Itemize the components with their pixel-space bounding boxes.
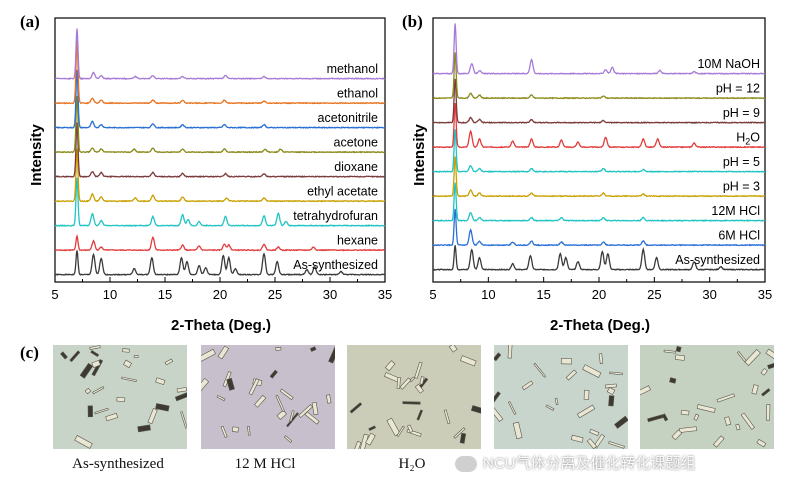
panel-a-letter: (a) [20,12,40,31]
panel-b-letter: (b) [402,12,423,31]
chart-b-series-ph-12 [432,52,766,100]
chart-a-xtick-label: 15 [158,287,172,302]
chart-a-frame [54,17,386,283]
chart-b-series-ph-3 [432,156,766,198]
chart-b-xtick-label: 15 [536,287,550,302]
chart-a-ylabel: Intensity [28,124,45,186]
chart-a-series-label: acetonitrile [318,111,378,125]
chart-b-ylabel: Intensity [411,124,428,186]
chart-a-series-label: methanol [327,62,378,76]
chart-a-series-dioxane [54,122,386,179]
chart-a-series-label: tetrahydrofuran [293,209,378,223]
chart-b-xtick-label: 35 [758,287,772,302]
chart-b-xtick-label: 20 [592,287,606,302]
chart-a-series-hexane [54,233,386,252]
chart-a-series-label: acetone [334,136,379,150]
caption-12m-hcl: 12 M HCl [234,456,296,472]
chart-a-series-methanol [54,28,386,81]
caption-h2o: H₂O [398,456,426,472]
chart-b-series-ph-9 [432,78,766,125]
chart-b-xtick-label: 10 [481,287,495,302]
crystal-photo-h2o [347,345,481,449]
chart-b-series-6m-hcl [432,208,766,247]
chart-b-xtick-label: 5 [429,287,436,302]
chart-a-series-ethyl-acetate [54,148,386,203]
chart-b-series-label: 6M HCl [718,229,760,243]
chart-a-series-acetonitrile [54,69,386,130]
wechat-icon [455,456,477,473]
chart-b-series-label: 12M HCl [711,204,760,218]
chart-b-series-label: 10M NaOH [697,57,760,71]
crystal-photo-5 [640,345,774,449]
chart-a-xlabel: 2-Theta (Deg.) [171,317,271,334]
chart-b-series-label: pH = 9 [723,106,760,120]
chart-a-series-label: As-synthesized [293,258,378,272]
chart-b-series-h2o [432,102,766,149]
watermark: NCU气体分离及催化转化课题组 [455,452,696,473]
chart-b-xtick-label: 25 [647,287,661,302]
chart-a-series-label: dioxane [334,160,378,174]
chart-b-series-label: pH = 5 [723,155,760,169]
chart-b-xlabel: 2-Theta (Deg.) [550,317,650,334]
chart-b-series-12m-hcl [432,182,766,223]
chart-a-xtick-label: 5 [51,287,58,302]
crystal-photo-12m-hcl [201,345,335,449]
watermark-text: NCU气体分离及催化转化课题组 [483,455,696,472]
crystal-photo-4 [494,345,628,449]
chart-b-series-label: H2O [736,131,760,147]
crystal-photo-as-synthesized [53,345,187,449]
chart-a-series-label: hexane [337,234,378,248]
chart-b-frame [432,17,766,283]
chart-b-series-ph-5 [432,129,766,173]
chart-b-xtick-label: 30 [702,287,716,302]
chart-b-series-label: pH = 3 [723,180,760,194]
chart-a-xtick-label: 25 [268,287,282,302]
chart-a-xtick-label: 10 [103,287,117,302]
chart-a-series-as-synthesized [54,250,386,276]
chart-b-series-10m-naoh [432,23,766,75]
chart-a-xtick-label: 20 [213,287,227,302]
chart-a-series-acetone [54,96,386,154]
caption-as-synthesized: As-synthesized [72,456,164,472]
chart-b-series-label: pH = 12 [716,82,760,96]
panel-c-letter: (c) [20,343,39,362]
chart-a-series-tetrahydrofuran [54,177,386,227]
chart-a-series-ethanol [54,40,386,105]
chart-a-series-label: ethanol [337,87,378,101]
chart-b-series-label: As-synthesized [675,253,760,267]
chart-a-xtick-label: 35 [378,287,392,302]
chart-b-series-as-synthesized [432,245,766,271]
chart-a-series-label: ethyl acetate [307,185,378,199]
chart-a-xtick-label: 30 [323,287,337,302]
